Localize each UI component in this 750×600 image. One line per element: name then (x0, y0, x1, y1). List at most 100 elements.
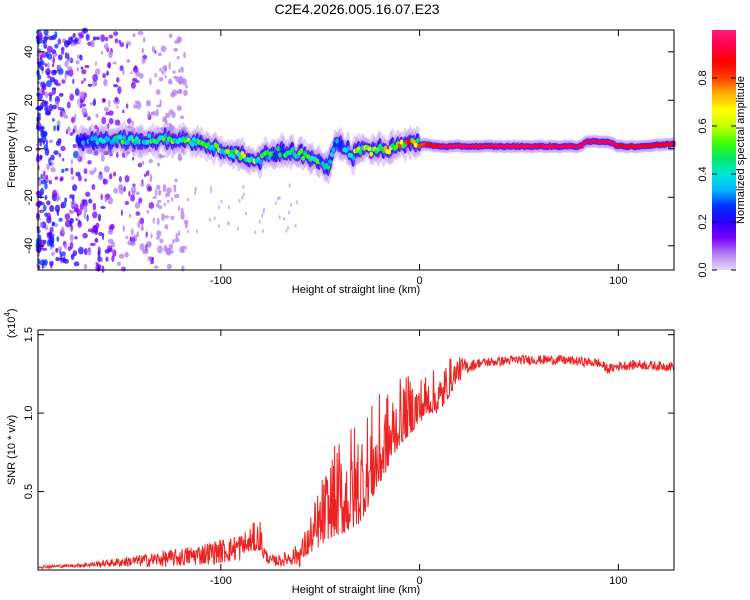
noise-speck (98, 231, 103, 237)
y-tick-label: -20 (23, 189, 35, 205)
noise-speck (86, 147, 93, 155)
colorbar-ticks: 0.0 0.2 0.4 0.6 0.8 (697, 70, 736, 278)
ridge-core-blob (277, 152, 282, 158)
noise-speck (141, 179, 144, 184)
noise-speck (184, 222, 188, 229)
noise-speck (127, 240, 132, 246)
noise-speck (105, 111, 110, 116)
noise-speck (124, 201, 130, 205)
noise-speck (57, 65, 61, 70)
colorbar-tick-label: 0.4 (697, 166, 709, 181)
noise-speck (157, 162, 161, 167)
x-tick-label: 0 (417, 575, 423, 587)
noise-speck (40, 180, 46, 185)
noise-speck (64, 168, 69, 172)
noise-speck (171, 89, 178, 96)
noise-speck (164, 192, 171, 198)
noise-speck (63, 243, 68, 250)
noise-speck (125, 151, 130, 155)
snr-scale-label: (x104) (3, 308, 18, 338)
noise-speck (295, 200, 298, 205)
noise-speck (148, 148, 152, 153)
noise-speck (87, 116, 91, 121)
ridge-core-blob (301, 155, 306, 161)
noise-speck (128, 190, 131, 197)
noise-speck (55, 248, 59, 253)
noise-speck (164, 74, 167, 79)
noise-speck (61, 51, 65, 55)
noise-speck (156, 230, 162, 238)
ridge-core-blob (75, 136, 80, 142)
noise-speck (49, 260, 54, 266)
ridge-core-blob (147, 133, 152, 139)
noise-speck (52, 69, 58, 74)
noise-speck (43, 36, 49, 42)
noise-speck (64, 52, 68, 59)
noise-speck (55, 82, 61, 87)
noise-speck (66, 101, 71, 109)
noise-speck (47, 75, 51, 79)
noise-speck (162, 118, 166, 122)
noise-speck (126, 43, 128, 49)
noise-speck (46, 200, 51, 206)
noise-speck (94, 238, 99, 243)
noise-speck (245, 211, 247, 216)
noise-speck (36, 217, 41, 221)
noise-speck (238, 198, 241, 203)
noise-speck (134, 65, 138, 71)
noise-speck (174, 237, 180, 243)
snr-scale-suffix: ) (6, 308, 18, 312)
snr-x-axis-label: Height of straight line (km) (292, 584, 420, 596)
noise-speck (104, 36, 109, 42)
noise-speck (74, 113, 77, 121)
noise-speck (83, 248, 88, 255)
noise-speck (48, 92, 54, 97)
noise-speck (134, 80, 140, 83)
noise-speck (142, 37, 146, 43)
noise-speck (42, 39, 45, 45)
noise-speck (108, 118, 114, 125)
noise-speck (70, 43, 76, 47)
snr-plot-area (38, 330, 674, 570)
noise-speck (54, 43, 59, 49)
noise-speck (160, 45, 167, 52)
noise-speck (242, 185, 245, 190)
noise-speck (117, 261, 121, 266)
noise-speck (107, 123, 110, 130)
noise-speck (136, 231, 140, 238)
noise-speck (213, 216, 216, 221)
noise-speck (79, 91, 85, 99)
noise-speck (242, 192, 245, 197)
noise-speck (60, 251, 66, 257)
y-tick-label: 0 (23, 146, 35, 152)
noise-speck (61, 79, 66, 84)
ridge-core-blob (118, 134, 123, 140)
noise-speck (75, 59, 80, 65)
noise-speck (39, 221, 43, 228)
noise-speck (95, 113, 99, 118)
noise-speck (163, 244, 168, 252)
noise-speck (287, 225, 289, 230)
noise-speck (79, 54, 83, 61)
noise-speck (54, 204, 61, 213)
noise-speck (126, 125, 132, 129)
noise-speck (121, 152, 126, 158)
noise-speck (143, 173, 147, 177)
noise-speck (37, 88, 43, 94)
noise-speck (103, 150, 110, 156)
ridge-core-blob (274, 153, 279, 159)
noise-speck (274, 201, 277, 206)
noise-speck (173, 75, 179, 79)
noise-speck (228, 205, 231, 210)
noise-speck (44, 110, 51, 116)
noise-speck (148, 202, 155, 209)
noise-speck (126, 59, 131, 63)
noise-speck (38, 32, 43, 41)
noise-speck (102, 73, 106, 79)
noise-speck (294, 223, 297, 228)
ridge-core-blob (345, 146, 350, 152)
noise-speck (168, 61, 171, 70)
colorbar-label: Normalized spectral amplitude (735, 76, 747, 224)
noise-speck (145, 170, 150, 177)
ridge-core-blob (397, 143, 402, 149)
